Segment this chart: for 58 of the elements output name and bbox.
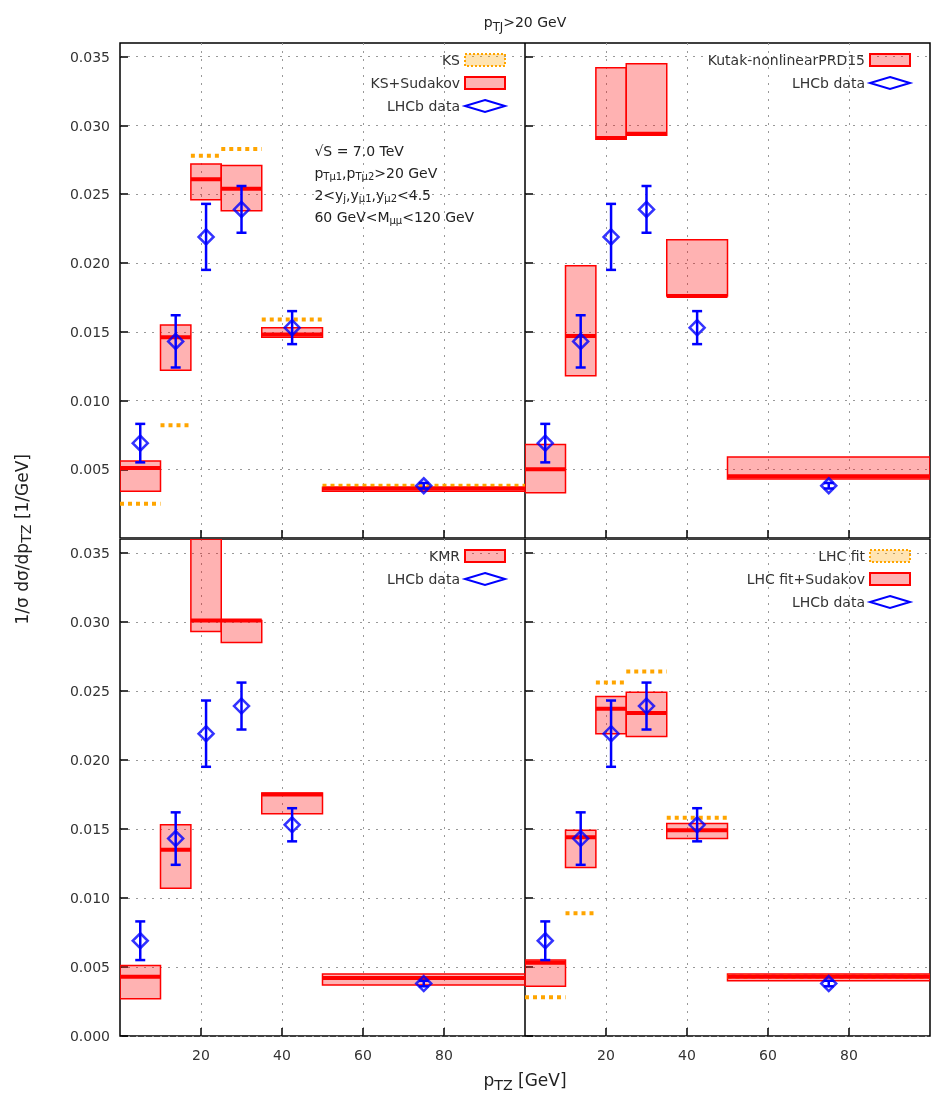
point: [283, 318, 301, 337]
point: [131, 434, 149, 452]
x-tick-label: 40: [273, 1047, 291, 1063]
y-tick-label: 0.005: [69, 461, 110, 478]
legend-label: KMR: [429, 548, 461, 564]
y-tick-label: 0.005: [69, 958, 110, 975]
x-tick-label: 60: [354, 1047, 372, 1063]
point: [536, 931, 554, 950]
point: [688, 816, 706, 834]
x-tick-label: 20: [192, 1047, 210, 1063]
y-tick-label: 0.015: [69, 820, 110, 837]
annotation: √S = 7.0 TeV: [314, 143, 405, 159]
point: [197, 724, 215, 743]
y-tick-label: 0.030: [69, 117, 110, 134]
point: [232, 697, 251, 715]
point: [602, 724, 620, 743]
point: [415, 974, 433, 993]
x-axis-title: p$_{TZ}$ [GeV]: [482, 1070, 568, 1094]
x-tick-label: 60: [759, 1047, 777, 1063]
point: [571, 829, 590, 848]
y-tick-label: 0.035: [69, 544, 110, 561]
point: [820, 974, 838, 993]
point: [688, 318, 706, 337]
y-tick-label: 0.035: [69, 48, 110, 65]
x-tick-label: 40: [678, 1047, 696, 1063]
point: [820, 477, 838, 495]
legend-label: LHC fit: [818, 548, 866, 564]
point: [197, 228, 215, 246]
point: [415, 477, 433, 495]
y-tick-label: 0.015: [69, 323, 110, 340]
y-tick-label: 0.030: [69, 613, 110, 630]
legend-label: LHCb data: [387, 98, 460, 114]
legend-label: LHCb data: [387, 571, 460, 587]
x-tick-label: 80: [435, 1047, 453, 1063]
y-tick-label: 0.010: [69, 889, 110, 906]
legend-label: LHC fit+Sudakov: [746, 571, 865, 587]
point: [536, 434, 554, 452]
point: [232, 200, 251, 219]
y-tick-label: 0.020: [69, 255, 110, 271]
y-tick-label: 0.000: [69, 1028, 110, 1044]
point: [602, 228, 620, 246]
y-tick-label: 0.025: [69, 186, 110, 203]
point: [166, 829, 185, 848]
point: [571, 332, 590, 351]
legend-label: Kutak-nonlinearPRD15: [707, 52, 865, 68]
y-tick-label: 0.010: [69, 392, 110, 409]
point: [637, 200, 656, 219]
point: [283, 816, 301, 834]
point: [131, 931, 149, 950]
y-tick-label: 0.025: [69, 682, 110, 699]
legend-label: KS: [441, 52, 461, 68]
x-tick-label: 80: [840, 1047, 858, 1063]
x-tick-label: 20: [597, 1047, 615, 1063]
legend-label: LHCb data: [792, 594, 865, 610]
legend-label: KS+Sudakov: [370, 75, 460, 91]
chart-title: p$_{TJ}$>20 GeV: [482, 14, 568, 34]
legend-label: LHCb data: [792, 75, 865, 91]
y-tick-label: 0.020: [69, 751, 110, 768]
